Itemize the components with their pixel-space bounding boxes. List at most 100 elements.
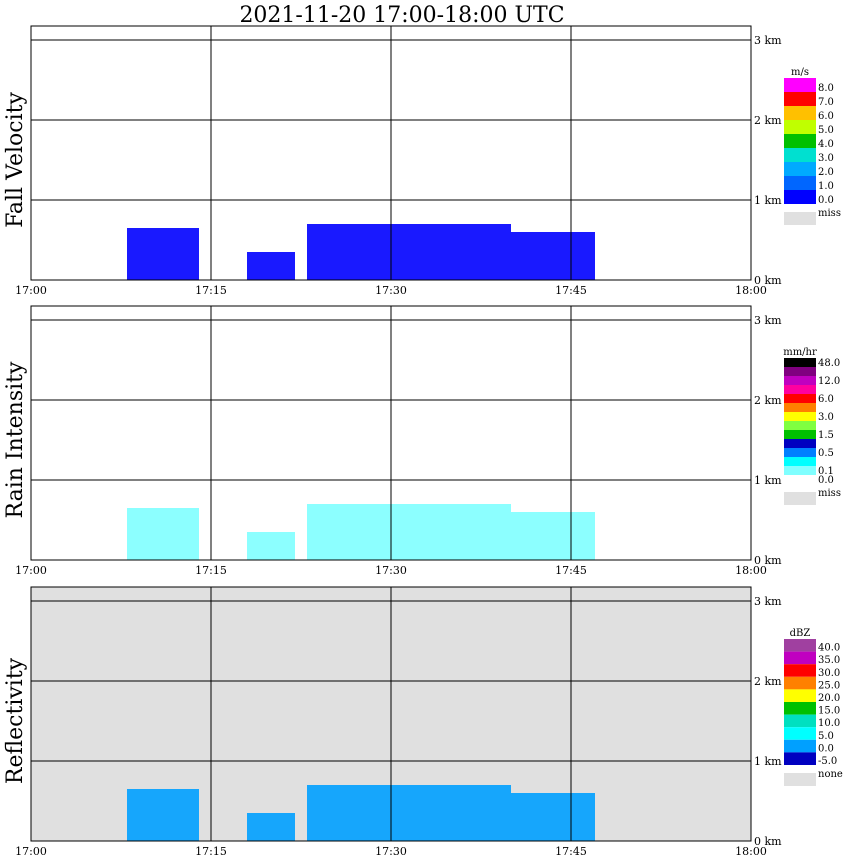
colorbar-swatch <box>784 106 816 120</box>
colorbar-swatch <box>784 358 816 367</box>
colorbar-label: 5.0 <box>818 125 834 136</box>
colorbar-label: 25.0 <box>818 680 840 691</box>
colorbar-swatch <box>784 162 816 176</box>
echo-segment <box>307 224 511 280</box>
colorbar-swatch <box>784 714 816 728</box>
panel-0: 0 km 1 km 2 km 3 km 17:00 17:15 17:30 17:45 18:0… <box>3 25 841 297</box>
colorbar-swatch <box>784 639 816 652</box>
echo-segment <box>511 512 595 560</box>
time-tick-label: 18:00 <box>735 564 767 577</box>
time-tick-label: 17:15 <box>195 564 227 577</box>
colorbar-swatch <box>784 466 816 475</box>
colorbar-missing-swatch <box>784 212 816 225</box>
time-tick-label: 17:45 <box>555 845 587 858</box>
colorbar-missing-label: miss <box>818 488 841 499</box>
time-tick-label: 17:45 <box>555 284 587 297</box>
height-tick-label: 3 km <box>754 314 782 327</box>
echo-segment <box>511 232 595 280</box>
height-tick-label: 0 km <box>754 554 782 567</box>
colorbar-label: 1.0 <box>818 181 834 192</box>
colorbar-label: 3.0 <box>818 412 834 423</box>
colorbar-label: 0.5 <box>818 448 834 459</box>
height-tick-label: 3 km <box>754 34 782 47</box>
echo-segment <box>307 785 511 841</box>
colorbar-label: 30.0 <box>818 668 840 679</box>
colorbar-label: 12.0 <box>818 376 840 387</box>
colorbar-swatch <box>784 727 816 740</box>
colorbar-label: 7.0 <box>818 97 834 108</box>
colorbar-label: 6.0 <box>818 394 834 405</box>
height-tick-label: 1 km <box>754 474 782 487</box>
colorbar-label: 48.0 <box>818 358 840 369</box>
colorbar-swatch <box>784 148 816 162</box>
colorbar-swatch <box>784 190 816 204</box>
colorbar-swatch <box>784 676 816 690</box>
colorbar-label: 6.0 <box>818 111 834 122</box>
time-tick-label: 17:30 <box>375 284 407 297</box>
colorbar-label: 20.0 <box>818 693 840 704</box>
colorbar-swatch <box>784 475 816 484</box>
colorbar-label: 0.0 <box>818 743 834 754</box>
colorbar-label: 10.0 <box>818 718 840 729</box>
echo-segment <box>127 228 199 280</box>
colorbar-swatch <box>784 430 816 439</box>
colorbar-swatch <box>784 92 816 106</box>
colorbar-swatch <box>784 403 816 412</box>
colorbar-missing-swatch <box>784 492 816 505</box>
height-tick-label: 2 km <box>754 394 782 407</box>
colorbar-label: 1.5 <box>818 430 834 441</box>
panel-1: 0 km 1 km 2 km 3 km 17:00 17:15 17:30 17:45 18:0… <box>3 305 841 577</box>
time-tick-label: 17:00 <box>15 284 47 297</box>
time-tick-label: 17:45 <box>555 564 587 577</box>
colorbar-swatch <box>784 689 816 702</box>
time-tick-label: 17:15 <box>195 284 227 297</box>
colorbar-swatch <box>784 739 816 753</box>
colorbar-unit: m/s <box>791 67 809 78</box>
colorbar-label: 2.0 <box>818 167 834 178</box>
colorbar-swatch <box>784 664 816 677</box>
panel-ylabel: Fall Velocity <box>3 92 28 228</box>
time-tick-label: 18:00 <box>735 845 767 858</box>
colorbar-swatch <box>784 421 816 430</box>
echo-segment <box>127 508 199 560</box>
figure-title: 2021-11-20 17:00-18:00 UTC <box>239 3 564 28</box>
echo-segment <box>127 789 199 841</box>
panel-ylabel: Reflectivity <box>3 657 28 784</box>
height-tick-label: 3 km <box>754 595 782 608</box>
time-tick-label: 17:30 <box>375 845 407 858</box>
height-tick-label: 2 km <box>754 114 782 127</box>
panel-ylabel: Rain Intensity <box>3 361 28 518</box>
echo-segment <box>247 252 295 280</box>
colorbar-label: 0.0 <box>818 195 834 206</box>
echo-segment <box>247 532 295 560</box>
echo-segment <box>307 504 511 560</box>
colorbar-label: 15.0 <box>818 706 840 717</box>
height-tick-label: 2 km <box>754 675 782 688</box>
panel-2: 0 km 1 km 2 km 3 km 17:00 17:15 17:30 17:45 18:0… <box>3 586 843 858</box>
colorbar-label: 35.0 <box>818 655 840 666</box>
colorbar-label: 8.0 <box>818 83 834 94</box>
colorbar-swatch <box>784 448 816 457</box>
colorbar-label: 40.0 <box>818 643 840 654</box>
colorbar-label: 0.0 <box>818 475 834 486</box>
colorbar-swatch <box>784 367 816 376</box>
colorbar-swatch <box>784 702 816 715</box>
colorbar-swatch <box>784 376 816 385</box>
colorbar-swatch <box>784 176 816 190</box>
height-tick-label: 1 km <box>754 755 782 768</box>
colorbar-label: 0.1 <box>818 466 834 477</box>
colorbar-unit: mm/hr <box>783 347 817 358</box>
colorbar-swatch <box>784 457 816 466</box>
colorbar-unit: dBZ <box>790 628 811 639</box>
colorbar-swatch <box>784 439 816 448</box>
colorbar-swatch <box>784 78 816 92</box>
colorbar-label: 4.0 <box>818 139 834 150</box>
colorbar-swatch <box>784 385 816 394</box>
colorbar-swatch <box>784 412 816 421</box>
colorbar-missing-swatch <box>784 773 816 786</box>
colorbar-swatch <box>784 134 816 148</box>
colorbar-missing-label: none <box>818 769 843 780</box>
time-tick-label: 18:00 <box>735 284 767 297</box>
colorbar-label: -5.0 <box>818 756 837 767</box>
